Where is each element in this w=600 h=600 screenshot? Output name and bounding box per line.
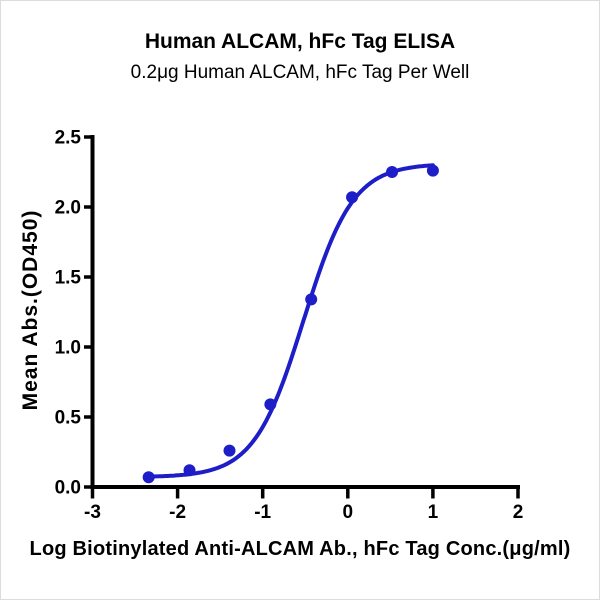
x-tick-label: 1	[428, 502, 439, 523]
x-tick-label: 2	[513, 502, 524, 523]
y-tick-label: 0.0	[55, 478, 81, 499]
x-tick-label: 0	[343, 502, 354, 523]
chart-subtitle: 0.2μg Human ALCAM, hFc Tag Per Well	[130, 62, 470, 83]
y-axis-title: Mean Abs.(OD450)	[19, 209, 42, 411]
x-tick-label: -2	[169, 502, 186, 523]
data-point	[142, 471, 155, 484]
y-tick-label: 1.0	[55, 338, 81, 359]
data-point	[386, 166, 399, 178]
fit-curve	[146, 163, 435, 479]
data-point	[223, 444, 236, 457]
x-tick-label: -3	[84, 502, 101, 523]
y-tick-label: 2.5	[55, 128, 82, 149]
data-point	[264, 398, 277, 411]
data-point	[426, 164, 439, 177]
x-axis-title: Log Biotinylated Anti-ALCAM Ab., hFc Tag…	[29, 538, 571, 560]
y-tick-label: 2.0	[55, 198, 81, 219]
data-point	[346, 191, 359, 204]
chart-title: Human ALCAM, hFc Tag ELISA	[144, 30, 456, 53]
data-point	[305, 293, 318, 306]
y-tick-label: 1.5	[55, 268, 82, 289]
y-tick-label: 0.5	[55, 408, 82, 429]
x-tick-label: -1	[254, 502, 271, 523]
data-point	[183, 464, 196, 477]
